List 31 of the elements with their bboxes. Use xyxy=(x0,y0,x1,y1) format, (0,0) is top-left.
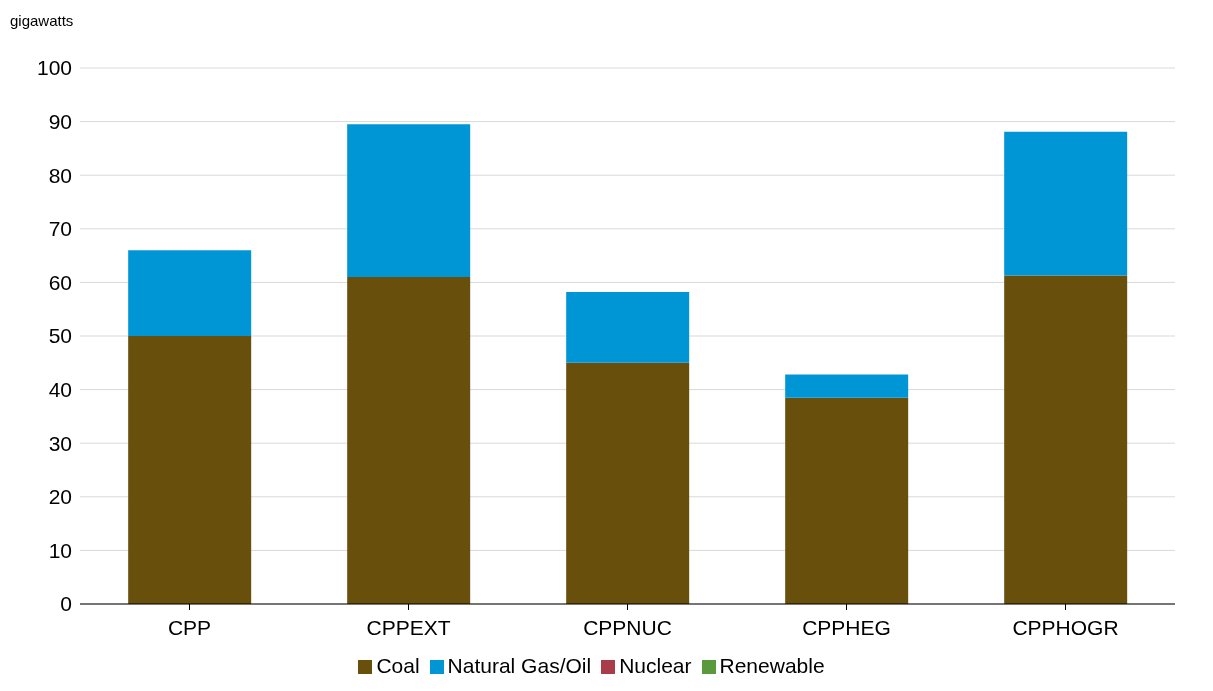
y-tick-label: 50 xyxy=(48,324,72,348)
legend-label: Nuclear xyxy=(619,654,692,677)
y-tick-label: 30 xyxy=(48,431,72,455)
x-tick-label: CPPHOGR xyxy=(1012,615,1119,639)
x-tick-label: CPPHEG xyxy=(802,615,891,639)
y-tick-label: 20 xyxy=(48,485,72,509)
y-tick-label: 100 xyxy=(36,56,72,80)
y-tick-label: 40 xyxy=(48,378,72,402)
y-tick-label: 80 xyxy=(48,163,72,187)
bar xyxy=(347,124,471,278)
legend-label: Coal xyxy=(376,654,420,677)
y-tick-label: 10 xyxy=(48,538,72,562)
x-tick-label: CPPEXT xyxy=(366,615,451,639)
x-tick-label: CPP xyxy=(167,615,212,639)
bar xyxy=(1004,275,1128,604)
bar xyxy=(566,292,690,363)
bar xyxy=(785,397,909,604)
y-tick-label: 70 xyxy=(48,217,72,241)
y-tick-label: 60 xyxy=(48,270,72,294)
y-tick-label: 90 xyxy=(48,110,72,134)
legend-label: Renewable xyxy=(719,654,825,677)
bar xyxy=(1004,131,1128,276)
bar xyxy=(566,362,690,604)
bar xyxy=(128,336,252,604)
y-axis-title: gigawatts xyxy=(10,12,74,29)
bar xyxy=(128,250,252,336)
y-tick-label: 0 xyxy=(60,592,72,616)
bar xyxy=(785,374,909,398)
legend-label: Natural Gas/Oil xyxy=(447,654,592,677)
x-tick-label: CPPNUC xyxy=(583,615,672,639)
bar xyxy=(347,277,471,604)
